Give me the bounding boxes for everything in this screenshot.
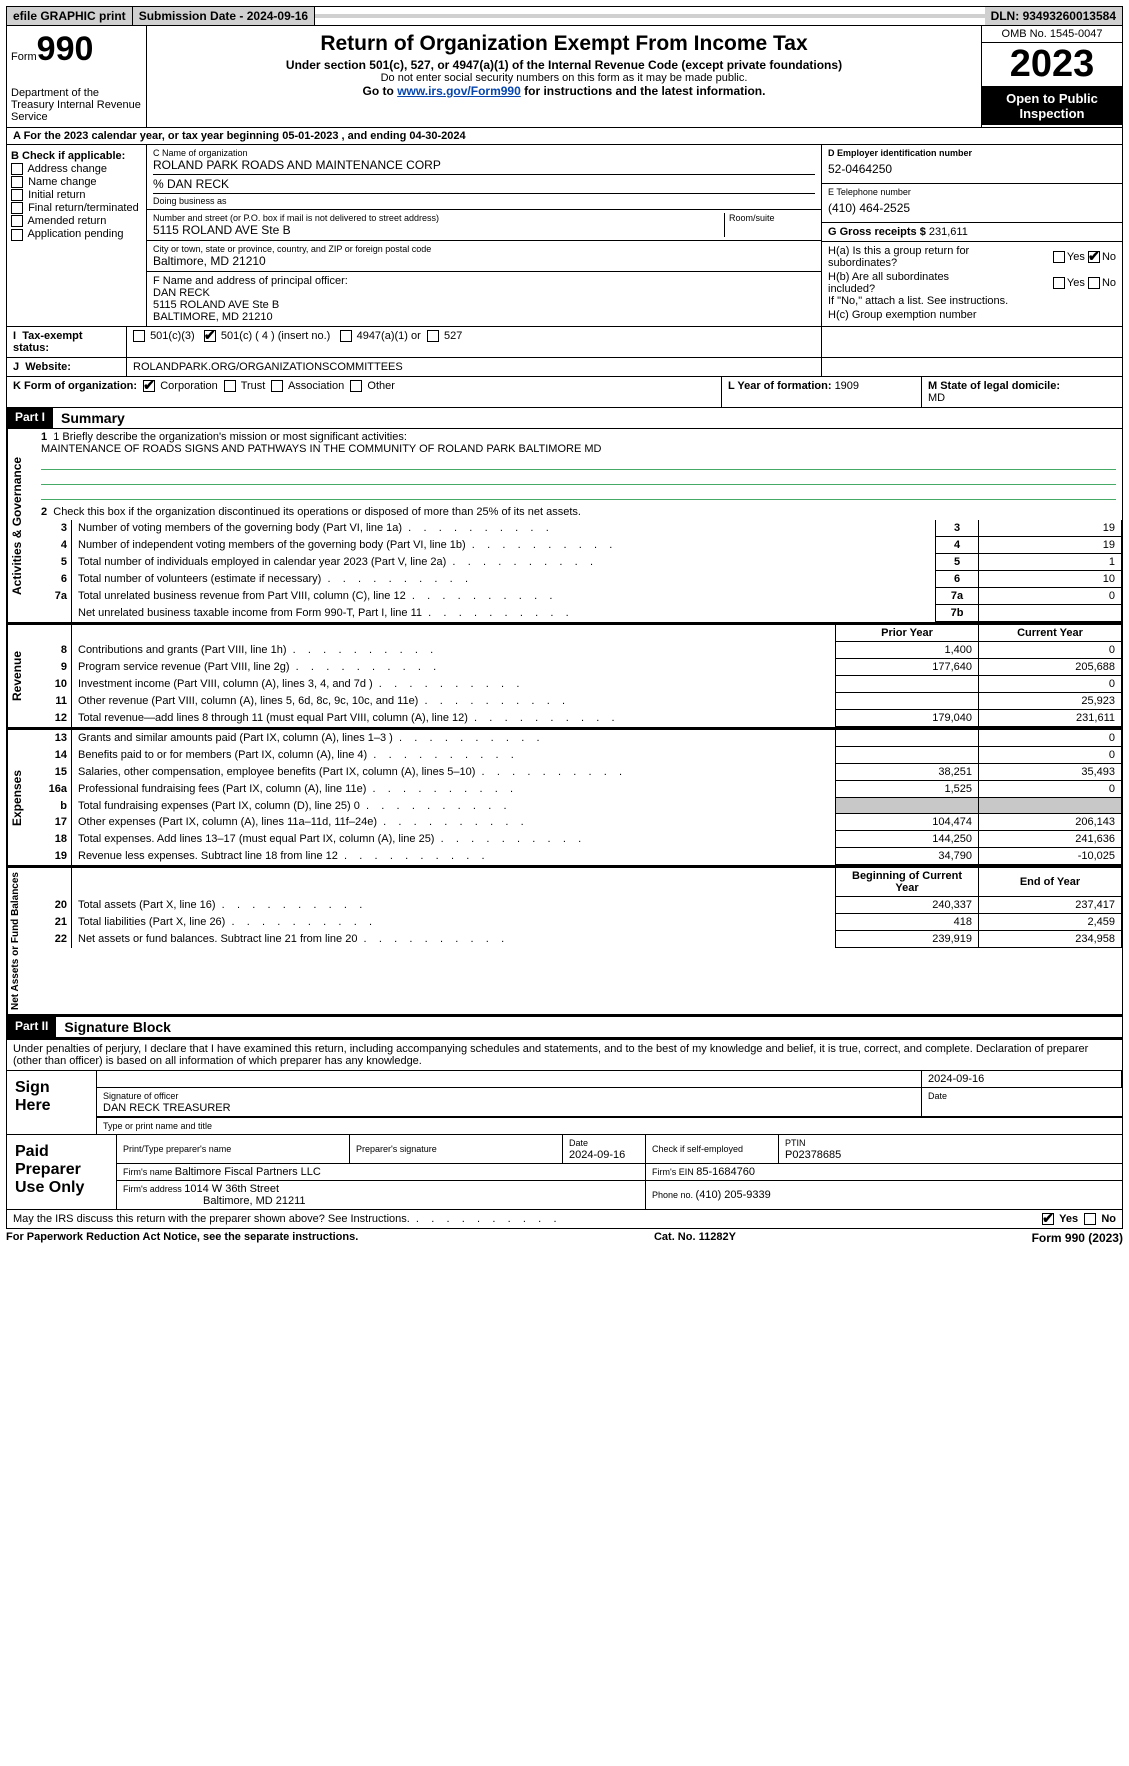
irs-link[interactable]: www.irs.gov/Form990 xyxy=(397,84,521,98)
submission-date: Submission Date - 2024-09-16 xyxy=(133,7,315,25)
form-header: Form990 Department of the Treasury Inter… xyxy=(6,26,1123,128)
form-number: Form990 xyxy=(11,30,142,69)
checkbox-initial-return[interactable] xyxy=(11,189,23,201)
checkbox-discuss-no[interactable] xyxy=(1084,1213,1096,1225)
checkbox-other[interactable] xyxy=(350,380,362,392)
ssn-note: Do not enter social security numbers on … xyxy=(151,72,977,84)
checkbox-4947a1[interactable] xyxy=(340,330,352,342)
firm-phone: (410) 205-9339 xyxy=(696,1189,771,1201)
officer-name: DAN RECK TREASURER xyxy=(103,1102,231,1114)
netassets-table: Beginning of Current YearEnd of Year20To… xyxy=(35,868,1122,948)
discuss-with-preparer: May the IRS discuss this return with the… xyxy=(6,1210,1123,1229)
sig-date: 2024-09-16 xyxy=(922,1071,1122,1088)
checkbox-hb-yes[interactable] xyxy=(1053,277,1065,289)
tax-year: 2023 xyxy=(982,43,1122,87)
firm-name: Baltimore Fiscal Partners LLC xyxy=(175,1166,321,1178)
box-b: B Check if applicable: Address change Na… xyxy=(7,145,147,326)
summary-netassets: Net Assets or Fund Balances Beginning of… xyxy=(6,866,1123,1015)
line-j: J Website: ROLANDPARK.ORG/ORGANIZATIONSC… xyxy=(6,358,1123,377)
form-subtitle: Under section 501(c), 527, or 4947(a)(1)… xyxy=(151,58,977,72)
summary-governance: Activities & Governance 1 1 Briefly desc… xyxy=(6,429,1123,623)
box-d: D Employer identification number 52-0464… xyxy=(822,145,1122,184)
line-a-taxyear: A For the 2023 calendar year, or tax yea… xyxy=(6,128,1123,145)
website-value: ROLANDPARK.ORG/ORGANIZATIONSCOMMITTEES xyxy=(133,361,403,373)
preparer-table: Print/Type preparer's name Preparer's si… xyxy=(117,1135,1122,1209)
omb-number: OMB No. 1545-0047 xyxy=(982,26,1122,43)
line-klm: K Form of organization: Corporation Trus… xyxy=(6,377,1123,408)
care-of: % DAN RECK xyxy=(153,174,815,191)
city-state-zip: Baltimore, MD 21210 xyxy=(153,254,815,268)
checkbox-address-change[interactable] xyxy=(11,163,23,175)
open-public: Open to Public Inspection xyxy=(982,87,1122,125)
checkbox-trust[interactable] xyxy=(224,380,236,392)
street-address: 5115 ROLAND AVE Ste B xyxy=(153,223,724,237)
efile-print-label[interactable]: efile GRAPHIC print xyxy=(7,7,133,25)
checkbox-application-pending[interactable] xyxy=(11,229,23,241)
summary-revenue: Revenue Prior YearCurrent Year8Contribut… xyxy=(6,623,1123,728)
box-c: C Name of organization ROLAND PARK ROADS… xyxy=(147,145,822,326)
expenses-table: 13Grants and similar amounts paid (Part … xyxy=(35,730,1122,865)
revenue-table: Prior YearCurrent Year8Contributions and… xyxy=(35,625,1122,727)
goto-line: Go to www.irs.gov/Form990 for instructio… xyxy=(151,84,977,98)
dept-treasury: Department of the Treasury Internal Reve… xyxy=(11,87,142,123)
checkbox-discuss-yes[interactable] xyxy=(1042,1213,1054,1225)
mission-text: MAINTENANCE OF ROADS SIGNS AND PATHWAYS … xyxy=(41,443,1116,455)
governance-table: 3Number of voting members of the governi… xyxy=(35,520,1122,622)
checkbox-501c[interactable] xyxy=(204,330,216,342)
part2-header: Part II Signature Block xyxy=(6,1015,1123,1038)
box-g: G Gross receipts $ 231,611 xyxy=(822,223,1122,242)
checkbox-ha-no[interactable] xyxy=(1088,251,1100,263)
box-e: E Telephone number (410) 464-2525 xyxy=(822,184,1122,223)
paid-preparer-label: Paid Preparer Use Only xyxy=(7,1135,117,1209)
checkbox-amended-return[interactable] xyxy=(11,215,23,227)
box-h: H(a) Is this a group return for subordin… xyxy=(822,242,1122,324)
signature-block: Under penalties of perjury, I declare th… xyxy=(6,1038,1123,1210)
checkbox-ha-yes[interactable] xyxy=(1053,251,1065,263)
topbar: efile GRAPHIC print Submission Date - 20… xyxy=(6,6,1123,26)
checkbox-name-change[interactable] xyxy=(11,176,23,188)
org-name: ROLAND PARK ROADS AND MAINTENANCE CORP xyxy=(153,158,815,172)
checkbox-corp[interactable] xyxy=(143,380,155,392)
checkbox-hb-no[interactable] xyxy=(1088,277,1100,289)
form-title: Return of Organization Exempt From Incom… xyxy=(151,32,977,56)
summary-expenses: Expenses 13Grants and similar amounts pa… xyxy=(6,728,1123,866)
entity-block: B Check if applicable: Address change Na… xyxy=(6,145,1123,327)
checkbox-527[interactable] xyxy=(427,330,439,342)
firm-ein: 85-1684760 xyxy=(696,1166,755,1178)
checkbox-501c3[interactable] xyxy=(133,330,145,342)
page-footer: For Paperwork Reduction Act Notice, see … xyxy=(6,1229,1123,1245)
perjury-declaration: Under penalties of perjury, I declare th… xyxy=(7,1040,1122,1071)
line-i: I Tax-exempt status: 501(c)(3) 501(c) ( … xyxy=(6,327,1123,358)
checkbox-final-return[interactable] xyxy=(11,202,23,214)
sign-here-label: Sign Here xyxy=(7,1071,97,1134)
checkbox-assoc[interactable] xyxy=(271,380,283,392)
box-f: F Name and address of principal officer:… xyxy=(147,272,821,326)
dln: DLN: 93493260013584 xyxy=(985,7,1122,25)
part1-header: Part I Summary xyxy=(6,408,1123,429)
ptin: P02378685 xyxy=(785,1149,841,1161)
